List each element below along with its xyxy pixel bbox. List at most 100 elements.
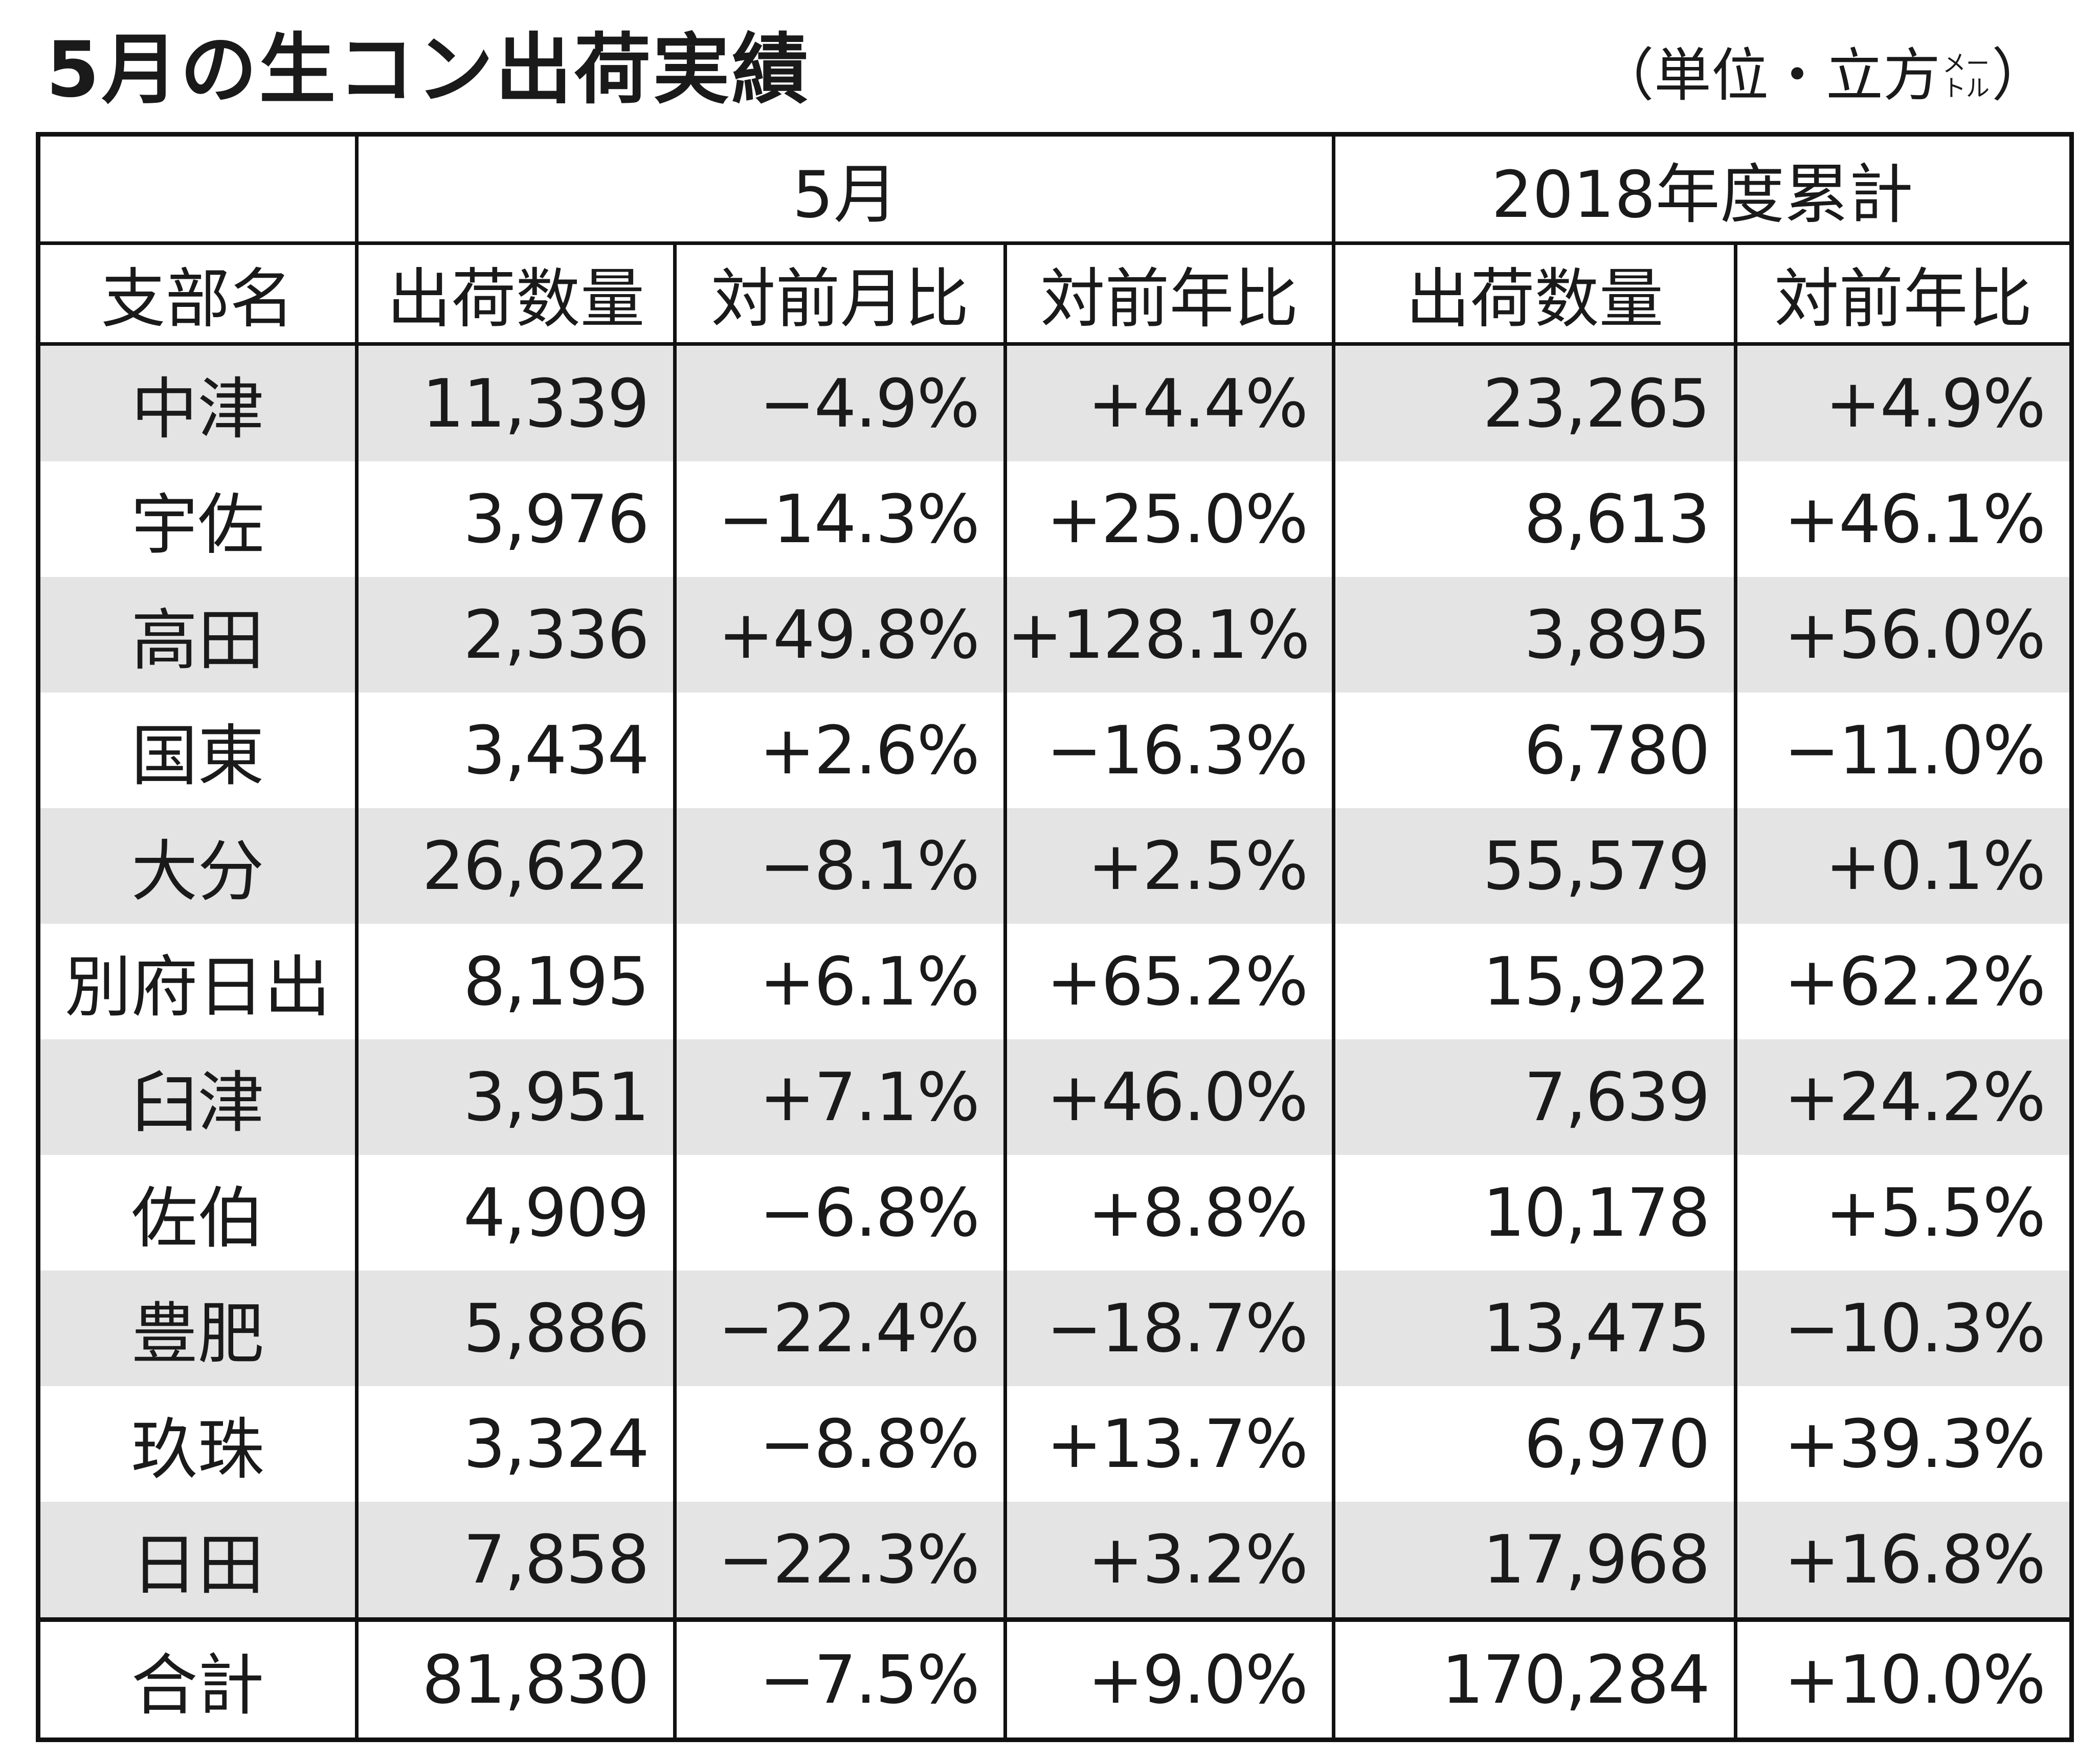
may-yoy-cell: +3.2% (1003, 1502, 1336, 1620)
table-row: 大分 26,622 −8.1% +2.5% 55,579 +0.1% (36, 808, 2074, 924)
may-mom-cell: −6.8% (673, 1155, 1007, 1271)
may-volume-cell: 3,951 (355, 1039, 677, 1155)
may-mom-cell: −22.4% (673, 1271, 1007, 1386)
fy-yoy-cell: −11.0% (1734, 693, 2074, 808)
table-title: 5月の生コン出荷実績 (46, 26, 811, 115)
fy-volume-cell: 17,968 (1332, 1502, 1738, 1620)
unit-small-top: メー (1942, 49, 1990, 77)
may-yoy-cell: +128.1% (1003, 577, 1336, 693)
may-mom-cell: −8.8% (673, 1386, 1007, 1502)
table-row: 豊肥 5,886 −22.4% −18.7% 13,475 −10.3% (36, 1271, 2074, 1386)
fy-yoy-cell: +46.1% (1734, 461, 2074, 577)
branch-name-cell: 国東 (36, 693, 359, 808)
fy-volume-cell: 23,265 (1332, 344, 1738, 461)
may-mom-cell: −22.3% (673, 1502, 1007, 1620)
unit-small-bottom: トル (1942, 74, 1990, 102)
may-mom-cell: −8.1% (673, 808, 1007, 924)
column-header-fy-yoy: 対前年比 (1734, 243, 2074, 346)
may-volume-cell: 2,336 (355, 577, 677, 693)
table-row: 臼津 3,951 +7.1% +46.0% 7,639 +24.2% (36, 1039, 2074, 1155)
group-header-row: 5月 2018年度累計 (36, 134, 2074, 245)
table-body: 中津 11,339 −4.9% +4.4% 23,265 +4.9% 宇佐 3,976 −14.… (36, 344, 2074, 1620)
unit-prefix: （単位・立方 (1597, 42, 1940, 109)
may-mom-cell: +49.8% (673, 577, 1007, 693)
fy-yoy-cell: +0.1% (1734, 808, 2074, 924)
may-mom-cell: +7.1% (673, 1039, 1007, 1155)
may-volume-cell: 7,858 (355, 1502, 677, 1620)
fy-yoy-cell: +5.5% (1734, 1155, 2074, 1271)
group-header-empty (36, 134, 359, 245)
branch-name-cell: 高田 (36, 577, 359, 693)
fy-volume-cell: 3,895 (1332, 577, 1738, 693)
table-row: 宇佐 3,976 −14.3% +25.0% 8,613 +46.1% (36, 461, 2074, 577)
fy-volume-cell: 10,178 (1332, 1155, 1738, 1271)
total-label: 合計 (36, 1617, 359, 1740)
fy-volume-cell: 15,922 (1332, 924, 1738, 1039)
fy-yoy-cell: +39.3% (1734, 1386, 2074, 1502)
may-yoy-cell: +13.7% (1003, 1386, 1336, 1502)
fy-yoy-cell: +4.9% (1734, 344, 2074, 461)
table-row: 高田 2,336 +49.8% +128.1% 3,895 +56.0% (36, 577, 2074, 693)
fy-yoy-cell: +24.2% (1734, 1039, 2074, 1155)
may-yoy-cell: −16.3% (1003, 693, 1336, 808)
branch-name-cell: 日田 (36, 1502, 359, 1620)
group-header-may: 5月 (354, 134, 1336, 245)
may-mom-cell: +6.1% (673, 924, 1007, 1039)
table-row: 玖珠 3,324 −8.8% +13.7% 6,970 +39.3% (36, 1386, 2074, 1502)
shipment-table: 5月 2018年度累計 支部名 出荷数量 対前月比 対前年比 出荷数量 対前年比… (36, 132, 2074, 1742)
may-volume-cell: 4,909 (355, 1155, 677, 1271)
may-yoy-cell: +2.5% (1003, 808, 1336, 924)
total-fy-yoy: +10.0% (1734, 1617, 2074, 1740)
table-row: 別府日出 8,195 +6.1% +65.2% 15,922 +62.2% (36, 924, 2074, 1039)
fy-yoy-cell: −10.3% (1734, 1271, 2074, 1386)
fy-yoy-cell: +62.2% (1734, 924, 2074, 1039)
branch-name-cell: 豊肥 (36, 1271, 359, 1386)
table-row: 日田 7,858 −22.3% +3.2% 17,968 +16.8% (36, 1502, 2074, 1620)
fy-volume-cell: 13,475 (1332, 1271, 1738, 1386)
branch-name-cell: 宇佐 (36, 461, 359, 577)
may-volume-cell: 3,324 (355, 1386, 677, 1502)
may-mom-cell: −14.3% (673, 461, 1007, 577)
branch-name-cell: 臼津 (36, 1039, 359, 1155)
total-fy-volume: 170,284 (1332, 1617, 1738, 1740)
fy-volume-cell: 8,613 (1332, 461, 1738, 577)
branch-name-cell: 玖珠 (36, 1386, 359, 1502)
unit-suffix: ） (1992, 42, 2049, 109)
may-volume-cell: 8,195 (355, 924, 677, 1039)
column-header-row: 支部名 出荷数量 対前月比 対前年比 出荷数量 対前年比 (36, 243, 2074, 346)
may-volume-cell: 11,339 (355, 344, 677, 461)
fy-volume-cell: 55,579 (1332, 808, 1738, 924)
may-volume-cell: 26,622 (355, 808, 677, 924)
branch-name-cell: 大分 (36, 808, 359, 924)
column-header-fy-volume: 出荷数量 (1332, 243, 1738, 346)
total-may-yoy: +9.0% (1003, 1617, 1336, 1740)
table-row: 中津 11,339 −4.9% +4.4% 23,265 +4.9% (36, 344, 2074, 461)
fy-yoy-cell: +16.8% (1734, 1502, 2074, 1620)
may-yoy-cell: +4.4% (1003, 344, 1336, 461)
fy-volume-cell: 7,639 (1332, 1039, 1738, 1155)
total-row: 合計 81,830 −7.5% +9.0% 170,284 +10.0% (36, 1617, 2074, 1740)
column-header-may-yoy: 対前年比 (1003, 243, 1336, 346)
table-row: 国東 3,434 +2.6% −16.3% 6,780 −11.0% (36, 693, 2074, 808)
total-may-volume: 81,830 (355, 1617, 677, 1740)
group-header-fy-cumulative: 2018年度累計 (1332, 134, 2074, 245)
may-volume-cell: 3,976 (355, 461, 677, 577)
unit-small-text: メー トル (1942, 49, 1990, 102)
may-yoy-cell: −18.7% (1003, 1271, 1336, 1386)
column-header-branch: 支部名 (36, 243, 359, 346)
may-mom-cell: +2.6% (673, 693, 1007, 808)
may-yoy-cell: +25.0% (1003, 461, 1336, 577)
may-yoy-cell: +65.2% (1003, 924, 1336, 1039)
total-may-mom: −7.5% (673, 1617, 1007, 1740)
unit-note: （単位・立方 メー トル ） (1597, 47, 2049, 104)
branch-name-cell: 別府日出 (36, 924, 359, 1039)
may-mom-cell: −4.9% (673, 344, 1007, 461)
may-volume-cell: 3,434 (355, 693, 677, 808)
may-yoy-cell: +8.8% (1003, 1155, 1336, 1271)
branch-name-cell: 佐伯 (36, 1155, 359, 1271)
column-header-may-mom: 対前月比 (673, 243, 1007, 346)
fy-volume-cell: 6,780 (1332, 693, 1738, 808)
may-yoy-cell: +46.0% (1003, 1039, 1336, 1155)
table-row: 佐伯 4,909 −6.8% +8.8% 10,178 +5.5% (36, 1155, 2074, 1271)
fy-yoy-cell: +56.0% (1734, 577, 2074, 693)
